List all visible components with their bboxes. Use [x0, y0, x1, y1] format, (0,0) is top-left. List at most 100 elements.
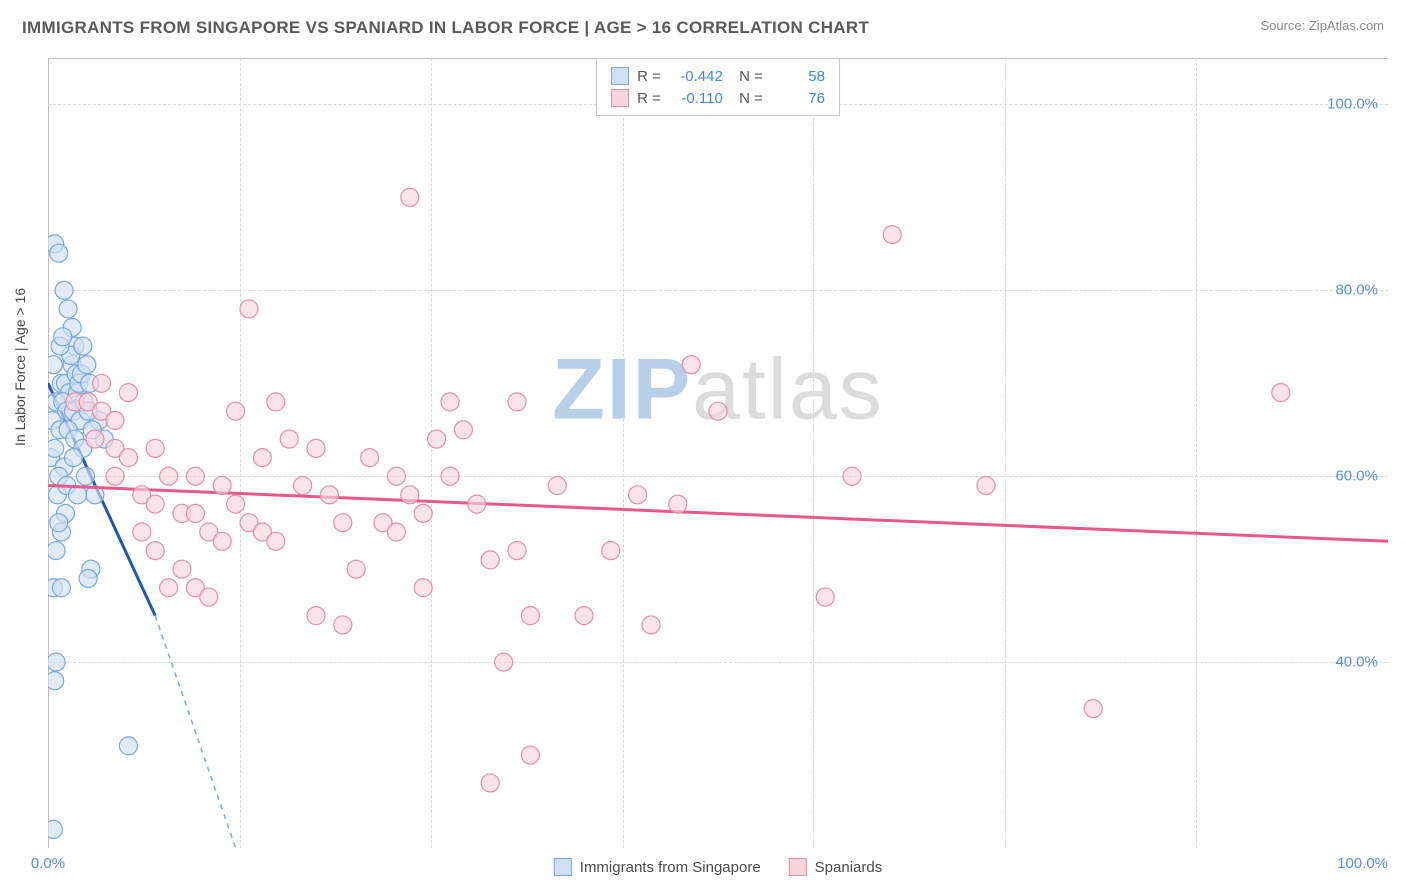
- legend-label: Immigrants from Singapore: [580, 859, 761, 876]
- data-point: [213, 532, 231, 550]
- legend-swatch: [789, 858, 807, 876]
- data-point: [133, 523, 151, 541]
- data-point: [64, 449, 82, 467]
- data-point: [119, 449, 137, 467]
- data-point: [521, 607, 539, 625]
- data-point: [548, 477, 566, 495]
- data-point: [146, 495, 164, 513]
- legend-r-value: -0.110: [669, 90, 723, 107]
- data-point: [441, 393, 459, 411]
- data-point: [843, 467, 861, 485]
- data-point: [50, 514, 68, 532]
- data-point: [50, 244, 68, 262]
- data-point: [334, 616, 352, 634]
- data-point: [816, 588, 834, 606]
- data-point: [307, 607, 325, 625]
- data-point: [1272, 384, 1290, 402]
- data-point: [48, 653, 65, 671]
- data-point: [481, 774, 499, 792]
- data-point: [59, 300, 77, 318]
- data-point: [173, 560, 191, 578]
- x-tick-label: 100.0%: [1337, 855, 1388, 872]
- data-point: [387, 467, 405, 485]
- data-point: [883, 226, 901, 244]
- data-point: [106, 467, 124, 485]
- data-point: [508, 393, 526, 411]
- legend-item: Spaniards: [789, 858, 883, 876]
- trend-line-dashed: [155, 616, 235, 848]
- data-point: [428, 430, 446, 448]
- data-point: [401, 188, 419, 206]
- data-point: [77, 467, 95, 485]
- data-point: [454, 421, 472, 439]
- chart-svg: [48, 58, 1388, 848]
- legend-swatch: [554, 858, 572, 876]
- data-point: [495, 653, 513, 671]
- chart-plot-area: ZIPatlas R =-0.442 N =58R =-0.110 N =76 …: [48, 58, 1388, 848]
- data-point: [93, 374, 111, 392]
- data-point: [1084, 700, 1102, 718]
- legend-r-label: R =: [637, 68, 661, 85]
- data-point: [86, 430, 104, 448]
- data-point: [52, 579, 70, 597]
- data-point: [240, 300, 258, 318]
- legend-n-value: 58: [771, 68, 825, 85]
- data-point: [253, 449, 271, 467]
- data-point: [361, 449, 379, 467]
- data-point: [186, 467, 204, 485]
- data-point: [642, 616, 660, 634]
- data-point: [48, 820, 62, 838]
- data-point: [307, 439, 325, 457]
- data-point: [227, 495, 245, 513]
- data-point: [414, 504, 432, 522]
- legend-n-value: 76: [771, 90, 825, 107]
- data-point: [186, 504, 204, 522]
- x-tick-label: 0.0%: [31, 855, 65, 872]
- data-point: [629, 486, 647, 504]
- data-point: [441, 467, 459, 485]
- data-point: [68, 486, 86, 504]
- chart-title: IMMIGRANTS FROM SINGAPORE VS SPANIARD IN…: [22, 18, 869, 38]
- data-point: [48, 356, 62, 374]
- correlation-legend: R = -0.442 N = 58 R = -0.110 N = 76: [596, 58, 840, 116]
- data-point: [55, 281, 73, 299]
- source-label: Source: ZipAtlas.com: [1260, 18, 1384, 33]
- data-point: [481, 551, 499, 569]
- legend-n-label: N =: [731, 90, 763, 107]
- data-point: [79, 569, 97, 587]
- data-point: [669, 495, 687, 513]
- data-point: [48, 672, 64, 690]
- legend-swatch: [611, 89, 629, 107]
- data-point: [160, 579, 178, 597]
- data-point: [521, 746, 539, 764]
- data-point: [200, 588, 218, 606]
- data-point: [468, 495, 486, 513]
- data-point: [119, 384, 137, 402]
- data-point: [227, 402, 245, 420]
- data-point: [267, 393, 285, 411]
- data-point: [320, 486, 338, 504]
- data-point: [267, 532, 285, 550]
- data-point: [977, 477, 995, 495]
- data-point: [78, 356, 96, 374]
- legend-n-label: N =: [731, 68, 763, 85]
- data-point: [48, 542, 65, 560]
- data-point: [280, 430, 298, 448]
- data-point: [334, 514, 352, 532]
- data-point: [160, 467, 178, 485]
- legend-r-value: -0.442: [669, 68, 723, 85]
- data-point: [575, 607, 593, 625]
- data-point: [387, 523, 405, 541]
- data-point: [294, 477, 312, 495]
- legend-r-label: R =: [637, 90, 661, 107]
- legend-label: Spaniards: [815, 859, 883, 876]
- data-point: [508, 542, 526, 560]
- legend-item: Immigrants from Singapore: [554, 858, 761, 876]
- y-axis-label: In Labor Force | Age > 16: [12, 288, 28, 446]
- data-point: [146, 439, 164, 457]
- data-point: [54, 328, 72, 346]
- data-point: [414, 579, 432, 597]
- legend-stat-row: R = -0.110 N = 76: [611, 87, 825, 109]
- data-point: [213, 477, 231, 495]
- data-point: [106, 411, 124, 429]
